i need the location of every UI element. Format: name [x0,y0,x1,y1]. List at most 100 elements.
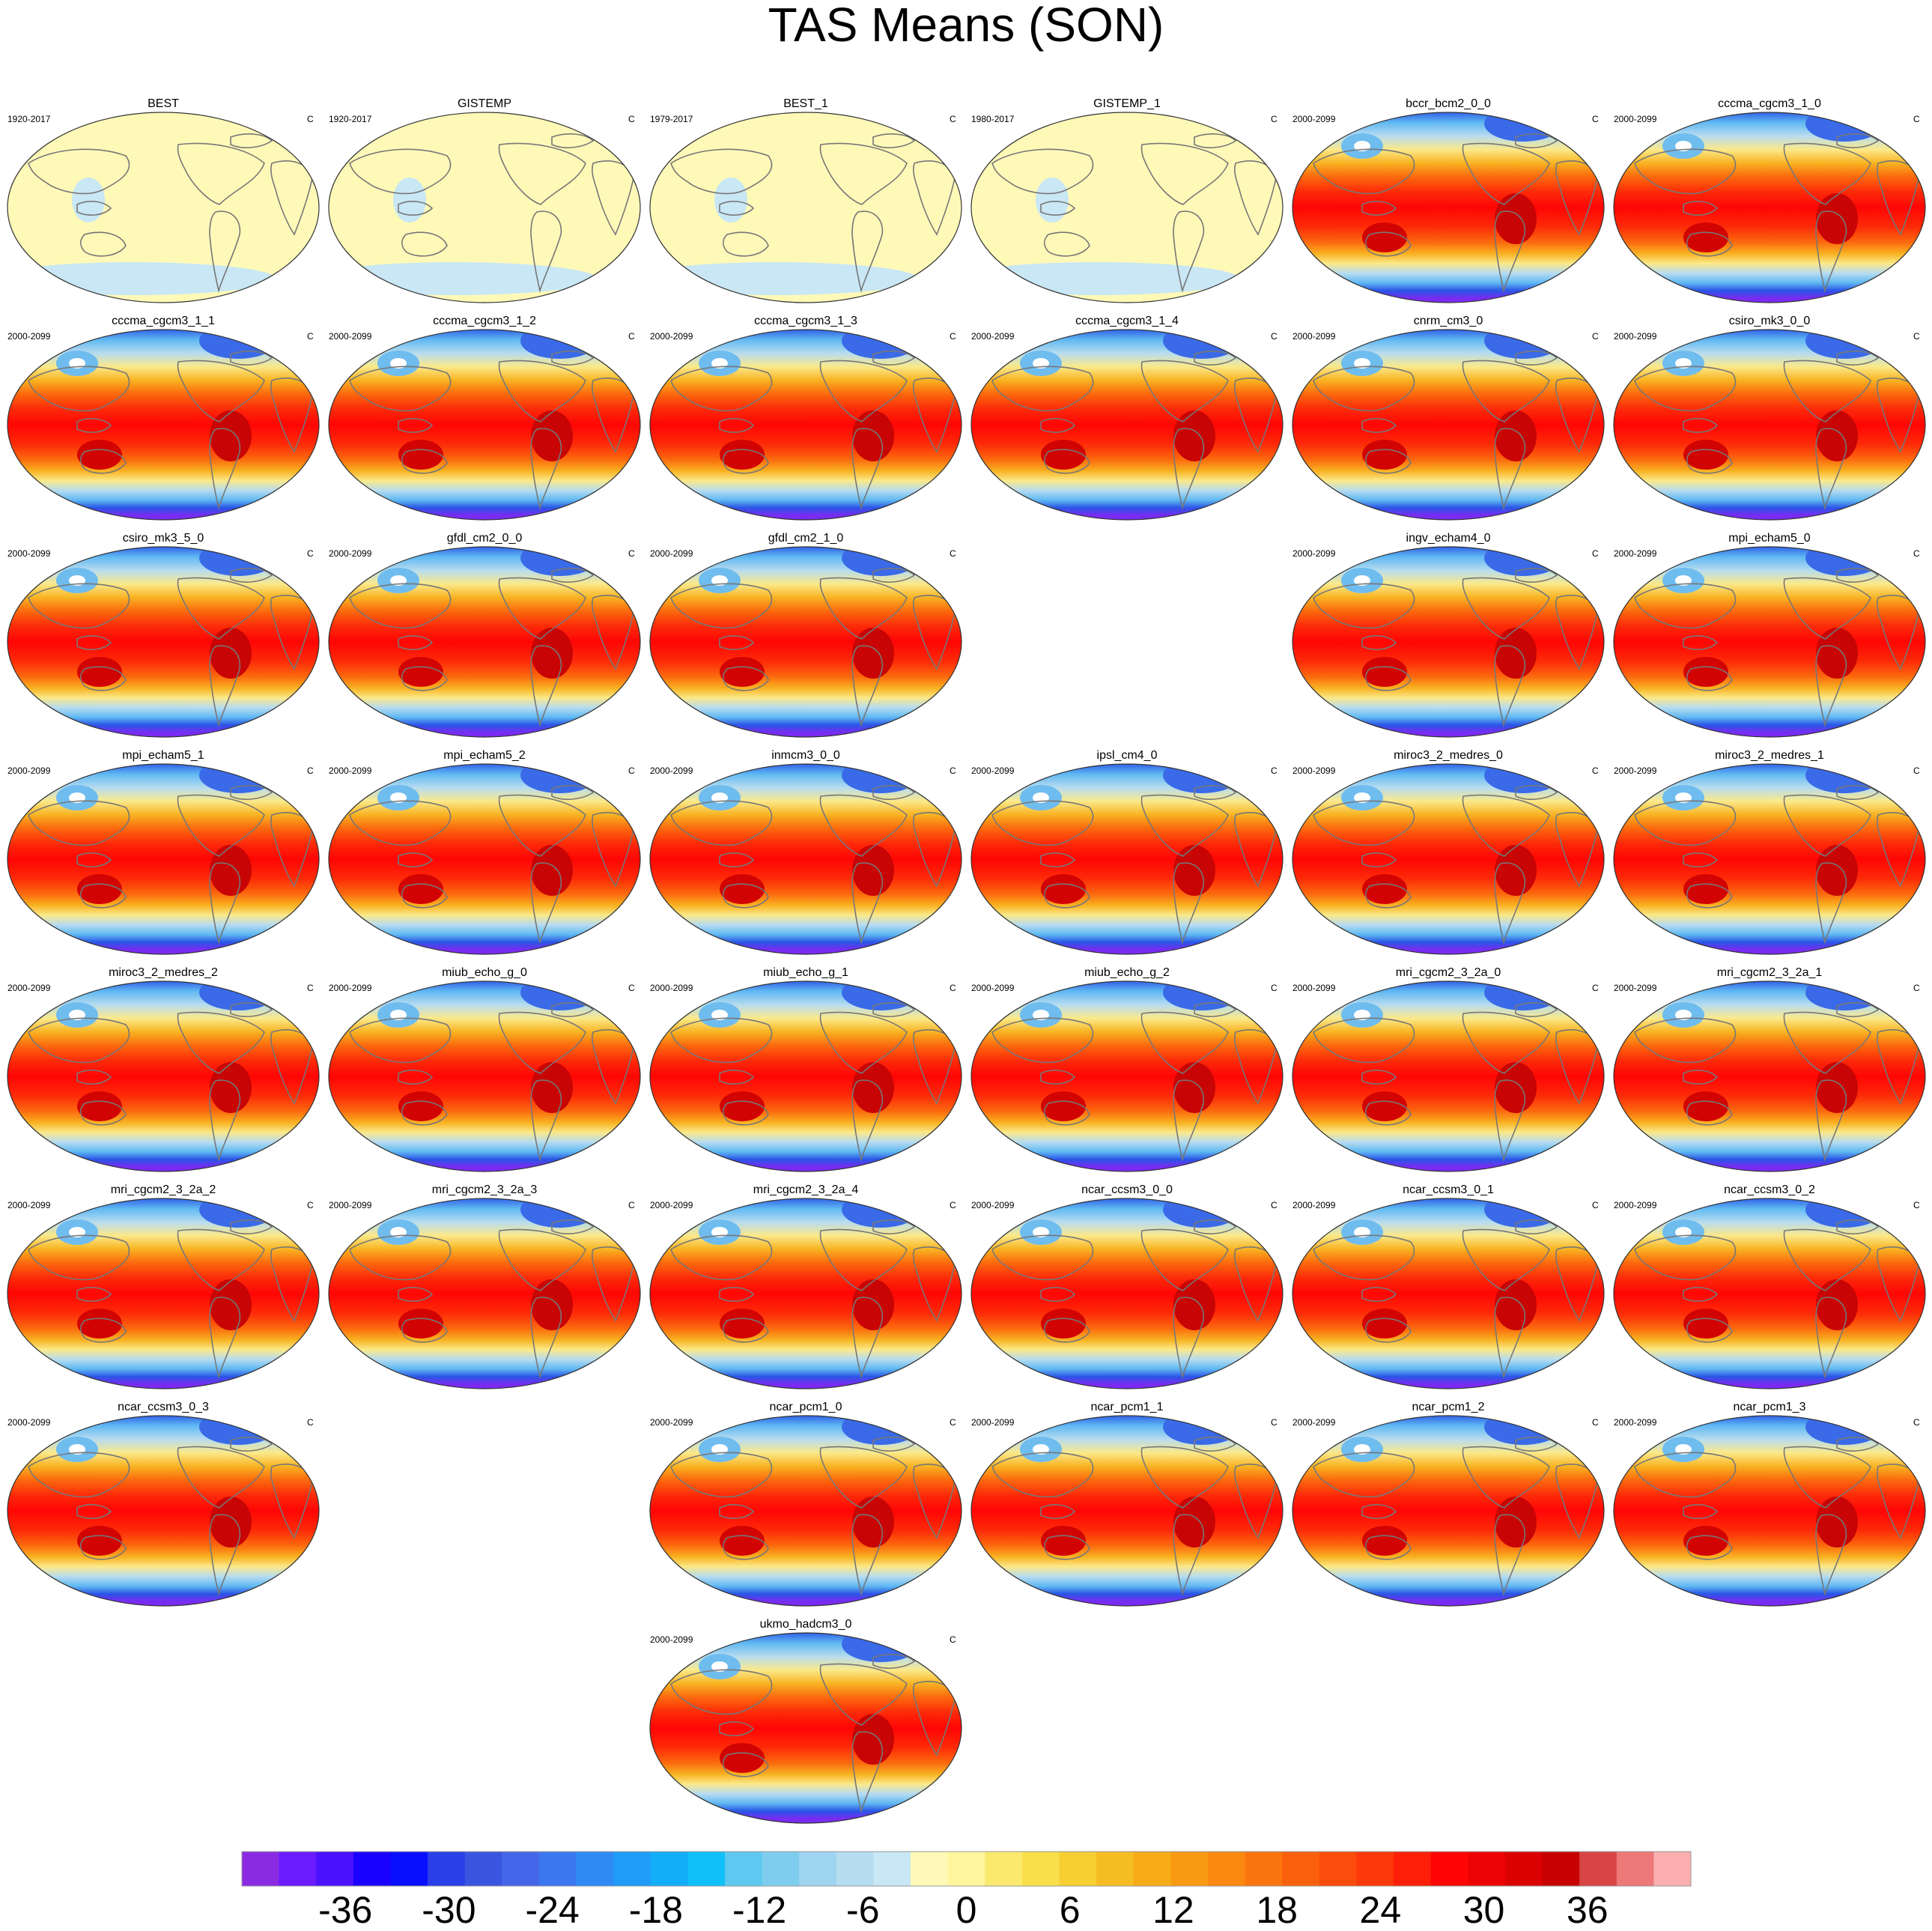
continent-outline [28,1452,130,1498]
colorbar-tick-label: -24 [526,1889,580,1931]
continent-outline [1815,210,1847,293]
panel-units: C [628,331,635,342]
panel-title: inmcm3_0_0 [771,749,840,762]
panel-units: C [950,1634,956,1645]
panel-title: ncar_ccsm3_0_3 [118,1401,209,1413]
colorbar-bin [762,1852,800,1886]
panel-units: C [307,114,314,124]
continent-outline [722,231,769,257]
panel-units: C [628,548,635,559]
continent-outline [398,1287,434,1302]
panel-units: C [1592,114,1599,124]
continent-outline [28,148,130,195]
map-border [649,1632,962,1824]
map-panel: miroc3_2_medres_1 2000-2099 C [1613,749,1926,955]
panel-title: ukmo_hadcm3_0 [760,1618,852,1631]
panel-units: C [1271,766,1278,776]
map-border [649,763,962,955]
tibetan-plateau-core [69,1010,85,1020]
continent-outline [1686,666,1733,691]
continent-outline [79,449,127,474]
panel-title: mri_cgcm2_3_2a_1 [1717,966,1823,979]
continent-outline [1783,794,1871,857]
continent-outline [1783,1228,1871,1291]
panel-units: C [1271,1200,1278,1210]
continent-outline [177,794,265,857]
continent-outline [209,1079,241,1162]
south-america-warm-region [531,1062,573,1113]
continent-outline [1462,794,1550,857]
tibetan-plateau-core [390,1010,407,1020]
map-border [328,980,641,1172]
continent-outline [1815,1514,1847,1596]
continent-outline [1836,351,1880,366]
continent-outline [1515,1219,1558,1234]
continent-outline [498,794,586,857]
continent-outline [851,1297,884,1379]
south-america-warm-region [1495,193,1537,244]
continent-outline [349,1234,452,1281]
panel-period: 2000-2099 [1292,983,1336,993]
panel-units: C [950,766,956,776]
colorbar-frame [241,1851,1692,1887]
continent-outline [1683,418,1719,433]
continent-outline [209,862,241,945]
panel-period: 2000-2099 [1614,1417,1657,1428]
australia-warm-region [720,1091,765,1121]
tibetan-plateau-core [390,792,407,803]
continent-outline [498,142,586,205]
continent-outline [79,1100,127,1126]
map-panel: ncar_pcm1_1 2000-2099 C [970,1401,1284,1607]
continent-outline [670,800,773,846]
map-border [7,763,320,955]
continent-outline [1686,231,1733,257]
continent-outline [991,1452,1094,1498]
map-border [649,546,962,738]
continent-outline [230,133,273,148]
map-border [328,546,641,738]
continent-outline [398,418,434,433]
panel-period: 2000-2099 [329,548,372,559]
panel-period: 2000-2099 [650,331,693,342]
continent-outline [1194,351,1237,366]
map-border [649,980,962,1172]
map-border [649,1415,962,1607]
continent-outline [851,1514,884,1596]
continent-outline [1815,428,1847,510]
colorbar-bin [428,1852,466,1886]
continent-outline [819,1228,908,1291]
continent-outline [1194,1002,1237,1017]
map-panel: ncar_ccsm3_0_3 2000-2099 C [7,1401,320,1607]
continent-outline [872,1002,916,1017]
map-border [1613,763,1926,955]
continent-outline [1194,133,1237,148]
continent-outline [1173,428,1205,510]
continent-outline [1361,852,1397,867]
panel-period: 1920-2017 [329,114,372,124]
australia-warm-region [720,440,765,470]
panel-title: ncar_pcm1_2 [1412,1401,1485,1413]
continent-outline [398,201,434,216]
colorbar-bin [1170,1852,1209,1886]
continent-outline [209,645,241,727]
map-border [328,112,641,303]
tibetan-plateau-core [1354,575,1370,586]
panel-period: 2000-2099 [1292,766,1336,776]
continent-outline [991,1017,1094,1064]
continent-outline [819,577,908,640]
panel-title: csiro_mk3_5_0 [123,532,204,545]
tibetan-plateau-core [1675,792,1692,803]
coastlines [349,351,635,510]
map-panel: ncar_ccsm3_0_0 2000-2099 C [970,1183,1284,1389]
panel-title: mri_cgcm2_3_2a_4 [753,1183,859,1196]
australia-warm-region [1683,440,1728,470]
continent-outline [1515,1437,1558,1452]
panel-period: 2000-2099 [971,1200,1015,1210]
continent-outline [1494,862,1526,945]
continent-outline [76,201,112,216]
panel-period: 2000-2099 [650,766,693,776]
map-panel: mri_cgcm2_3_2a_2 2000-2099 C [7,1183,320,1389]
continent-outline [1040,852,1076,867]
colorbar-bin [242,1852,280,1886]
cool-anomaly-region [329,262,597,295]
